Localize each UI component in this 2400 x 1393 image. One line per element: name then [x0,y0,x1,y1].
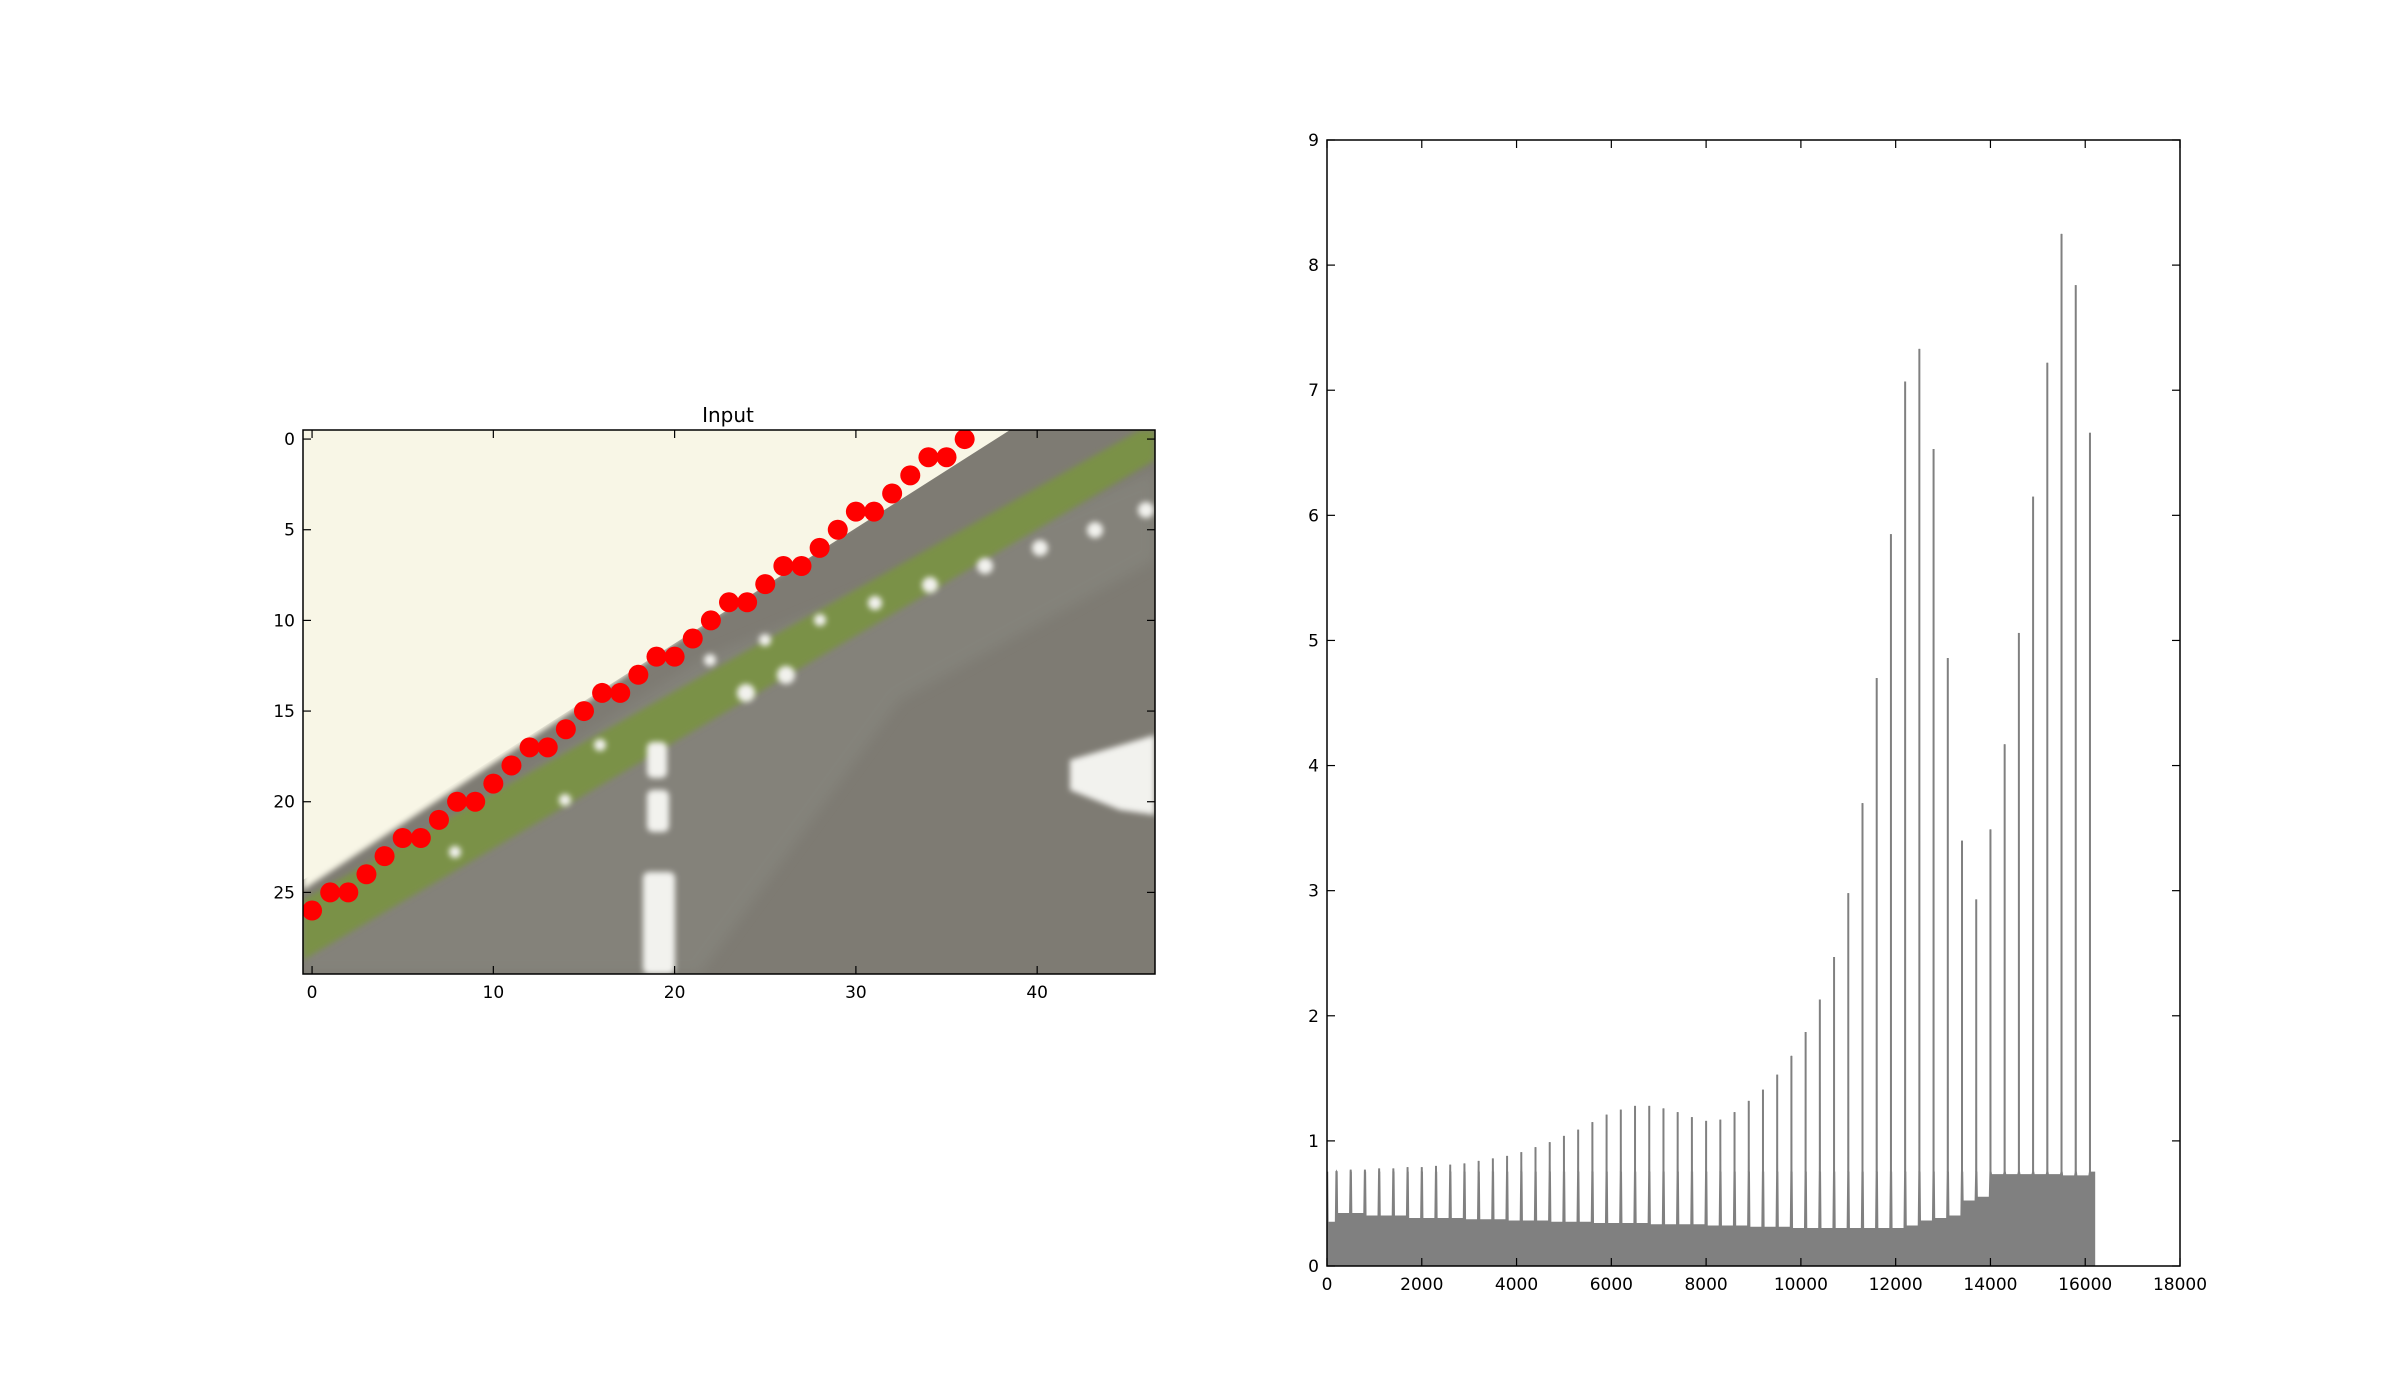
x-tick-label: 16000 [2058,1275,2112,1295]
edge-pixel [827,519,848,540]
y-tick-label: 6 [1308,506,1319,526]
x-tick-label: 6000 [1590,1275,1633,1295]
x-tick-label: 8000 [1684,1275,1727,1295]
edge-pixel [610,682,631,703]
edge-pixel [700,610,721,631]
x-tick-label: 0 [307,983,318,1003]
x-tick-label: 10 [483,983,505,1003]
edge-pixel [555,719,576,740]
edge-pixel [682,628,703,649]
y-tick-label: 2 [1308,1007,1319,1027]
x-tick-label: 10000 [1774,1275,1828,1295]
edge-pixel [755,574,776,595]
image-y-ticks: 0 5 10 15 20 25 [273,430,1155,903]
edge-pixel [303,900,323,921]
lane-markings [643,735,1155,974]
detected-edge [303,430,975,921]
series-fill [1326,233,2096,1267]
x-tick-label: 18000 [2153,1275,2207,1295]
edge-pixel [392,828,413,848]
edge-pixel [410,828,431,848]
y-tick-label: 20 [273,793,295,813]
area-axes-frame [1326,139,2181,1267]
x-tick-label: 12000 [1869,1275,1923,1295]
edge-pixel [664,646,685,667]
x-tick-label: 2000 [1400,1275,1443,1295]
edge-pixel [918,447,939,468]
y-tick-label: 25 [273,883,295,903]
edge-pixel [356,864,377,885]
edge-pixel [428,809,449,830]
edge-pixel [501,755,522,776]
y-tick-label: 9 [1308,131,1319,151]
lane-dash [643,872,675,974]
series-area [1326,233,2096,1267]
edge-pixel [628,664,649,685]
edge-pixel [465,791,486,812]
edge-pixel [646,646,667,667]
x-tick-label: 0 [1322,1275,1333,1295]
image-axes-frame [302,429,1156,975]
y-tick-label: 5 [284,521,295,541]
edge-pixel [791,556,812,576]
edge-pixel [936,447,957,468]
dotted-markers [449,502,1154,858]
image-title: Input [702,403,754,427]
y-tick-label: 8 [1308,256,1319,276]
edge-pixel [447,791,468,812]
y-tick-label: 3 [1308,882,1319,902]
edge-pixel [338,882,359,903]
area-panel: 0 2000 4000 6000 8000 10000 12000 14000 16000 180… [1308,131,2207,1295]
area-x-ticks: 0 2000 4000 6000 8000 10000 12000 14000 16000 180… [1322,140,2207,1295]
edge-pixel [954,430,975,450]
edge-pixel [374,846,395,867]
image-panel: Input [273,403,1156,1003]
edge-pixel [882,483,903,504]
image-x-ticks: 0 10 20 30 40 [307,430,1048,1003]
x-tick-label: 30 [845,983,867,1003]
y-tick-label: 0 [1308,1257,1319,1277]
road-image [303,430,1155,974]
edge-pixel [737,592,758,613]
edge-pixel [845,501,866,522]
edge-pixel [519,737,540,758]
y-tick-label: 10 [273,611,295,631]
edge-pixel [537,737,558,758]
lane-dash [647,790,669,832]
y-tick-label: 5 [1308,631,1319,651]
y-tick-label: 7 [1308,381,1319,401]
y-tick-label: 15 [273,702,295,722]
edge-pixel [483,773,504,794]
y-tick-label: 1 [1308,1132,1319,1152]
edge-pixel [592,682,613,703]
x-tick-label: 20 [664,983,686,1003]
edge-pixel [320,882,341,903]
grass-strip [303,430,1155,960]
edge-pixel [573,701,594,722]
road-shading [303,470,1155,974]
y-tick-label: 0 [284,430,295,450]
edge-pixel [773,556,794,576]
edge-pixel [719,592,739,613]
x-tick-label: 40 [1026,983,1048,1003]
edge-pixel [864,501,885,522]
x-tick-label: 14000 [1963,1275,2017,1295]
edge-pixel [809,537,830,558]
road-arrow [1070,735,1155,815]
area-y-ticks: 0 1 2 3 4 5 6 7 8 9 [1308,131,2180,1277]
y-tick-label: 4 [1308,757,1319,777]
x-tick-label: 4000 [1495,1275,1538,1295]
lane-dash [647,742,667,778]
edge-pixel [900,465,921,486]
